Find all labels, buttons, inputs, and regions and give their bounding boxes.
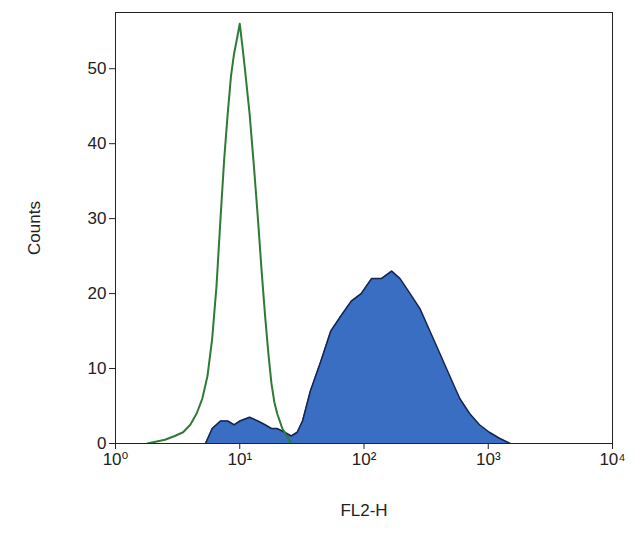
svg-text:10: 10 — [88, 359, 107, 378]
svg-text:40: 40 — [88, 134, 107, 153]
svg-text:10³: 10³ — [476, 450, 501, 469]
svg-text:10⁴: 10⁴ — [599, 450, 625, 469]
svg-text:Counts: Counts — [25, 201, 44, 255]
svg-text:10¹: 10¹ — [227, 450, 252, 469]
svg-text:FL2-H: FL2-H — [340, 501, 387, 520]
svg-text:50: 50 — [88, 59, 107, 78]
svg-text:0: 0 — [97, 433, 107, 453]
svg-text:20: 20 — [88, 284, 107, 303]
svg-text:10²: 10² — [352, 450, 377, 469]
svg-text:10⁰: 10⁰ — [103, 450, 129, 469]
svg-text:30: 30 — [88, 209, 107, 228]
